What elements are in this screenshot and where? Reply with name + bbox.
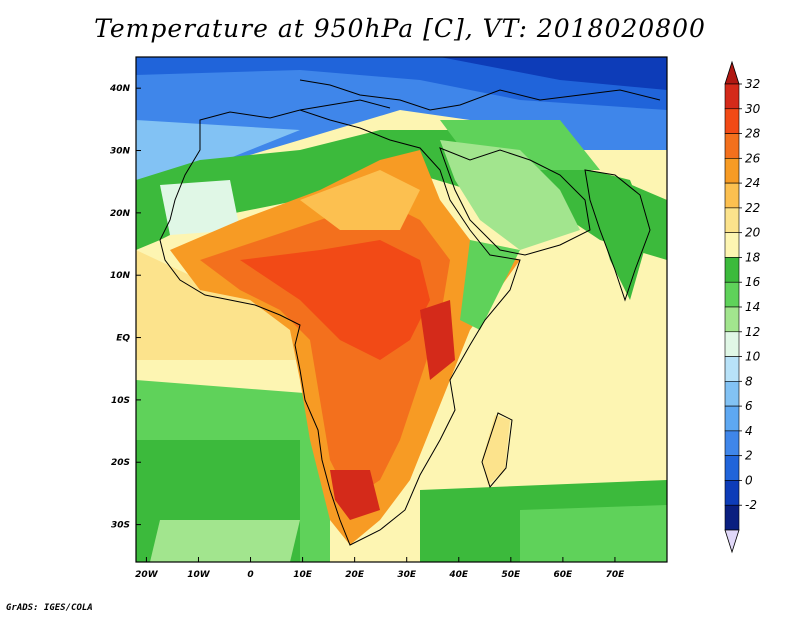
- lon-tick-label: 10W: [187, 570, 211, 580]
- colorbar-swatch: [724, 281, 740, 308]
- colorbar-label: 6: [745, 399, 753, 413]
- colorbar-label: 20: [745, 226, 761, 240]
- colorbar-label: 0: [745, 473, 753, 487]
- lon-tick-label: 30E: [397, 570, 417, 580]
- latitude-ticks: 40N 30N 20N 10N EQ 10S 20S 30S: [109, 84, 141, 531]
- colorbar-swatch: [724, 306, 740, 333]
- lat-tick-label: EQ: [116, 334, 130, 344]
- lon-tick-label: 60E: [554, 570, 574, 580]
- colorbar-label: 12: [745, 325, 760, 339]
- lon-tick-label: 20W: [135, 570, 159, 580]
- colorbar-label: 24: [745, 176, 760, 190]
- colorbar-label: 2: [745, 449, 753, 463]
- colorbar-swatch: [724, 331, 740, 357]
- lon-tick-label: 20E: [345, 570, 365, 580]
- colorbar-swatch: [724, 108, 740, 134]
- colorbar-swatch: [724, 133, 740, 159]
- colorbar-swatch: [724, 257, 740, 283]
- colorbar-label: -2: [745, 498, 757, 512]
- colorbar-swatch: [724, 455, 740, 481]
- colorbar-label: 28: [745, 127, 761, 141]
- colorbar-label: 30: [745, 102, 761, 116]
- colorbar-swatch: [724, 356, 740, 382]
- colorbar-swatch: [724, 405, 740, 432]
- colorbar-label: 22: [745, 201, 760, 215]
- longitude-ticks: 20W 10W 0 10E 20E 30E 40E 50E 60E 70E: [135, 557, 625, 580]
- lat-tick-label: 20S: [111, 458, 130, 468]
- colorbar-label: 16: [745, 275, 761, 289]
- colorbar-label: 18: [745, 250, 761, 264]
- colorbar-label: 4: [745, 424, 753, 438]
- colorbar-swatch: [724, 430, 740, 456]
- colorbar-label: 14: [745, 300, 760, 314]
- lon-tick-label: 10E: [293, 570, 313, 580]
- lon-tick-label: 70E: [606, 570, 626, 580]
- colorbar-label: 32: [745, 77, 760, 91]
- lat-tick-label: 30S: [111, 521, 130, 531]
- lon-tick-label: 0: [247, 570, 253, 580]
- colorbar-top-arrow: [724, 60, 740, 85]
- colorbar-swatch: [724, 381, 740, 407]
- lat-tick-label: 40N: [109, 84, 131, 94]
- lon-tick-label: 50E: [501, 570, 521, 580]
- lon-tick-label: 40E: [448, 570, 469, 580]
- map-frame: [135, 56, 668, 563]
- colorbar-bottom-arrow: [724, 529, 740, 554]
- coastlines: [159, 79, 661, 546]
- colorbar-label: 10: [745, 350, 761, 364]
- colorbar-swatch: [724, 83, 740, 110]
- temperature-field: [136, 57, 667, 562]
- colorbar-swatch: [724, 182, 740, 209]
- lat-tick-label: 30N: [110, 147, 131, 157]
- colorbar-swatch: [724, 480, 740, 506]
- colorbar-swatch: [724, 504, 740, 531]
- colorbar-label: 26: [745, 151, 761, 165]
- colorbar-swatch: [724, 207, 740, 233]
- lat-tick-label: 20N: [110, 209, 131, 219]
- credit-label: GrADS: IGES/COLA: [6, 603, 93, 613]
- lat-tick-label: 10S: [111, 396, 130, 406]
- lat-tick-label: 10N: [110, 271, 131, 281]
- colorbar-label: 8: [745, 374, 753, 388]
- map-title: Temperature at 950hPa [C], VT: 201802080…: [94, 14, 706, 43]
- colorbar-swatch: [724, 232, 740, 258]
- colorbar-swatch: [724, 158, 740, 184]
